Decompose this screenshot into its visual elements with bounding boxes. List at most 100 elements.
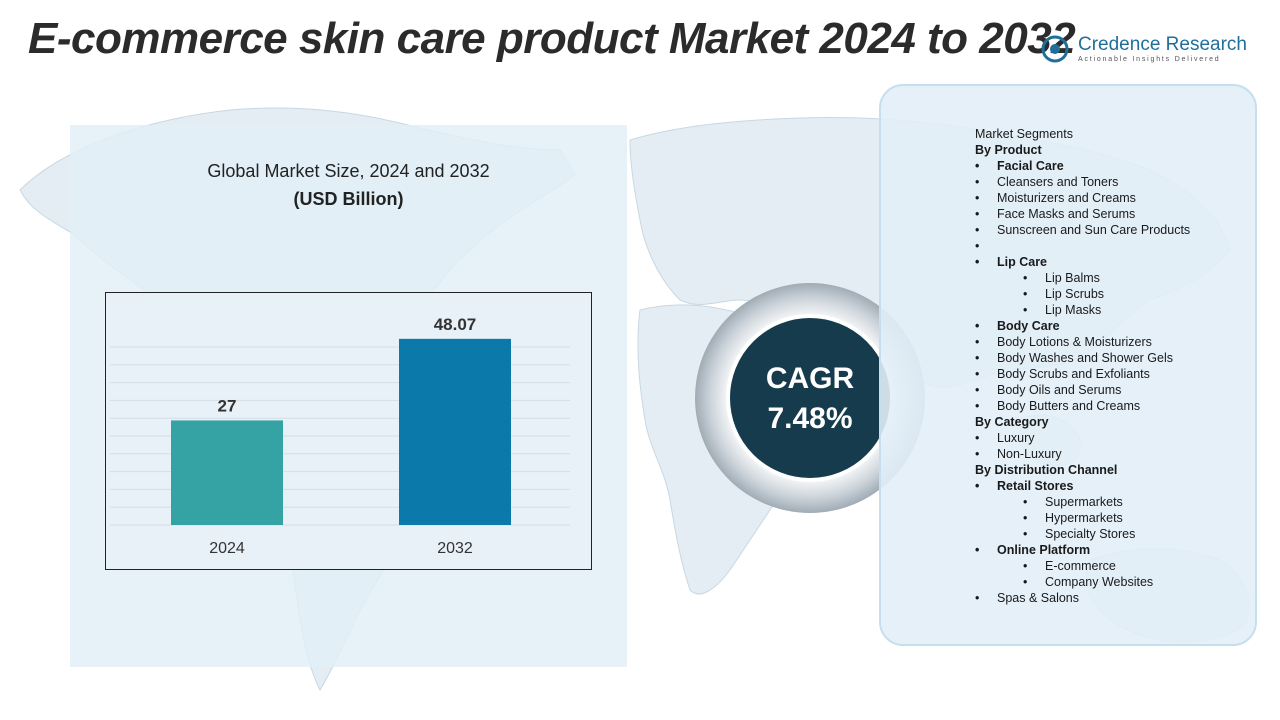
bullet-icon: • [975, 223, 980, 237]
bullet-icon: • [1023, 527, 1028, 541]
bullet-icon: • [975, 351, 980, 365]
segment-label: Cleansers and Toners [997, 175, 1119, 189]
category-label-2024: 2024 [209, 540, 245, 557]
segment-label: Body Scrubs and Exfoliants [997, 367, 1150, 381]
segment-label: Body Care [997, 319, 1060, 333]
segment-item: By Category [975, 414, 1265, 430]
segment-item: • E-commerce [975, 558, 1265, 574]
bar-chart: 27 48.07 2024 2032 [105, 292, 592, 570]
segment-item: • Facial Care [975, 158, 1265, 174]
value-label-2032: 48.07 [434, 315, 477, 334]
bullet-icon: • [975, 159, 980, 173]
bullet-icon: • [975, 479, 980, 493]
segment-label: Specialty Stores [1045, 527, 1136, 541]
bullet-icon: • [975, 367, 980, 381]
segment-label: Face Masks and Serums [997, 207, 1136, 221]
segment-item: • Specialty Stores [975, 526, 1265, 542]
bar-2032 [399, 338, 511, 525]
value-label-2024: 27 [218, 396, 237, 415]
segment-item: • Lip Masks [975, 302, 1265, 318]
bullet-icon: • [975, 319, 980, 333]
segment-item: • Body Washes and Shower Gels [975, 350, 1265, 366]
segment-label: Sunscreen and Sun Care Products [997, 223, 1191, 237]
segment-item: • Body Butters and Creams [975, 398, 1265, 414]
bullet-icon: • [975, 431, 980, 445]
logo-tagline: Actionable Insights Delivered [1078, 56, 1221, 63]
bar-2024 [171, 420, 283, 525]
segment-item: • Body Oils and Serums [975, 382, 1265, 398]
category-label-2032: 2032 [437, 540, 473, 557]
logo-icon [1041, 35, 1069, 63]
segments-panel [879, 84, 1257, 646]
segment-item: • Hypermarkets [975, 510, 1265, 526]
segment-label: Body Lotions & Moisturizers [997, 335, 1152, 349]
bullet-icon: • [975, 447, 980, 461]
cagr-badge: CAGR 7.48% [726, 314, 894, 482]
segment-label: Lip Masks [1045, 303, 1102, 317]
segment-label: Spas & Salons [997, 591, 1079, 605]
bullet-icon: • [1023, 511, 1028, 525]
segment-item: • Supermarkets [975, 494, 1265, 510]
segment-label: Hypermarkets [1045, 511, 1123, 525]
segment-label: Lip Balms [1045, 271, 1100, 285]
segment-item: • Non-Luxury [975, 446, 1265, 462]
bullet-icon: • [975, 207, 980, 221]
segment-label: Non-Luxury [997, 447, 1062, 461]
bullet-icon: • [1023, 303, 1028, 317]
segment-label: Body Oils and Serums [997, 383, 1122, 397]
segment-item: • Retail Stores [975, 478, 1265, 494]
segment-label: Facial Care [997, 159, 1064, 173]
segment-label: Company Websites [1045, 575, 1154, 589]
segment-item: • Body Scrubs and Exfoliants [975, 366, 1265, 382]
segment-label: By Distribution Channel [975, 463, 1118, 477]
bullet-icon: • [975, 383, 980, 397]
bullet-icon: • [1023, 287, 1028, 301]
segment-item: Market Segments [975, 126, 1265, 142]
segment-item: • Spas & Salons [975, 590, 1265, 606]
segment-label: Lip Scrubs [1045, 287, 1105, 301]
segment-item: • Body Care [975, 318, 1265, 334]
segment-item: • Online Platform [975, 542, 1265, 558]
chart-unit-label: (USD Billion) [293, 189, 404, 209]
logo-name: Credence Research [1078, 34, 1247, 55]
segment-item: • Lip Balms [975, 270, 1265, 286]
segment-label: By Product [975, 143, 1042, 157]
segment-label: Body Butters and Creams [997, 399, 1141, 413]
segment-label: By Category [975, 415, 1049, 429]
segment-item: • Lip Scrubs [975, 286, 1265, 302]
bullet-icon: • [1023, 271, 1028, 285]
bullet-icon: • [1023, 495, 1028, 509]
segment-item: • Moisturizers and Creams [975, 190, 1265, 206]
bullet-icon: • [1023, 559, 1028, 573]
segment-item: • Company Websites [975, 574, 1265, 590]
brand-logo: Credence Research Actionable Insights De… [1040, 30, 1270, 70]
segment-label: Supermarkets [1045, 495, 1123, 509]
bullet-icon: • [975, 335, 980, 349]
segment-label: Retail Stores [997, 479, 1074, 493]
segment-label: Online Platform [997, 543, 1091, 557]
segment-item: By Product [975, 142, 1265, 158]
bullet-icon: • [975, 255, 980, 269]
market-segments-list: Market Segments By Product • Facial Care • Cl… [975, 126, 1265, 606]
segment-item: • Face Masks and Serums [975, 206, 1265, 222]
segment-label: Luxury [997, 431, 1035, 445]
segment-label: E-commerce [1045, 559, 1116, 573]
segment-label: Market Segments [975, 127, 1073, 141]
segment-label: Lip Care [997, 255, 1048, 269]
bullet-icon: • [975, 591, 980, 605]
bullet-icon: • [975, 399, 980, 413]
page-title: E-commerce skin care product Market 2024… [28, 14, 1076, 63]
segment-item: • Lip Care [975, 254, 1265, 270]
segment-item: By Distribution Channel [975, 462, 1265, 478]
bullet-icon: • [1023, 575, 1028, 589]
bullet-icon: • [975, 191, 980, 205]
segment-item: • [975, 238, 1265, 254]
bullet-icon: • [975, 175, 980, 189]
segment-label: Moisturizers and Creams [997, 191, 1136, 205]
cagr-value: 7.48% [767, 402, 853, 435]
segment-label: Body Washes and Shower Gels [997, 351, 1174, 365]
chart-title: Global Market Size, 2024 and 2032 [207, 161, 490, 181]
bullet-icon: • [975, 543, 980, 557]
segment-item: • Body Lotions & Moisturizers [975, 334, 1265, 350]
cagr-label: CAGR [765, 362, 855, 395]
